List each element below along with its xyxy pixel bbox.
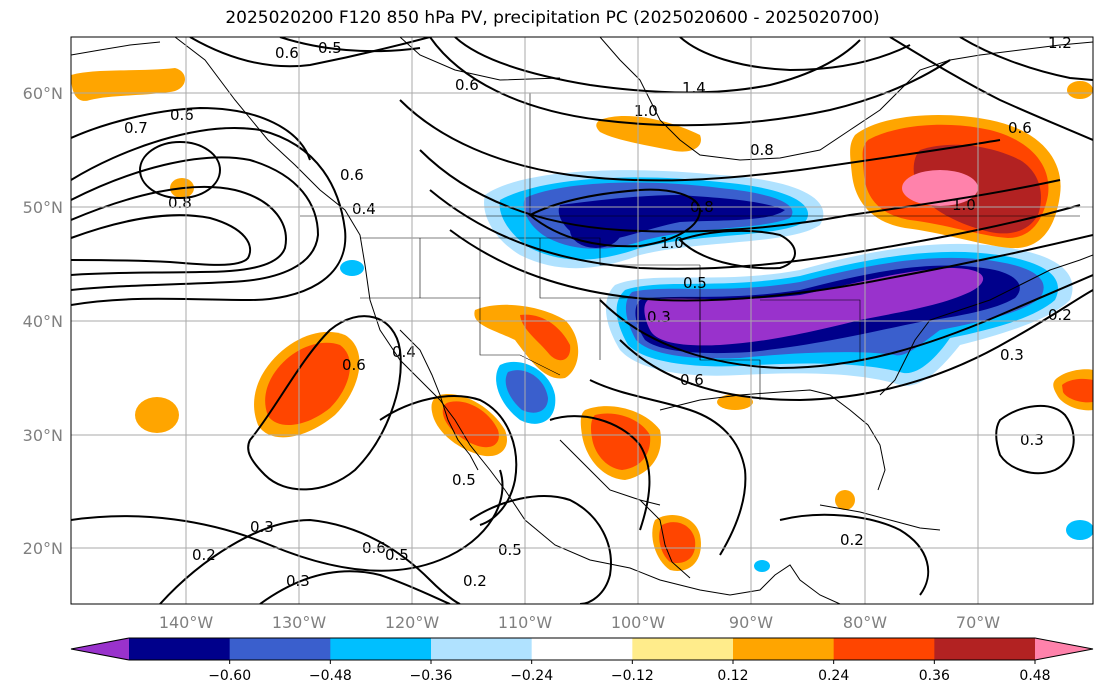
colorbar-swatch [733, 638, 835, 660]
lon-tick-label: 90°W [729, 613, 773, 632]
colorbar-outline [70, 637, 1094, 661]
lat-tick-label: 40°N [23, 312, 63, 331]
lon-tick-label: 110°W [498, 613, 553, 632]
lat-ticks: 60°N 50°N 40°N 30°N 20°N [23, 84, 63, 558]
contour-label: 0.6 [340, 166, 364, 184]
contour-label: 0.8 [168, 194, 192, 212]
contour-label: 1.0 [634, 102, 658, 120]
lon-tick-label: 80°W [843, 613, 887, 632]
colorbar-swatch [531, 638, 633, 660]
contour-label: 0.3 [1000, 346, 1024, 364]
contour-label: 0.4 [352, 200, 376, 218]
colorbar-tick-label: 0.24 [818, 668, 849, 684]
contour-label: 0.3 [250, 518, 274, 536]
contour-label: 0.6 [342, 356, 366, 374]
contour-label: 0.2 [1048, 306, 1072, 324]
colorbar-tick-label: 0.48 [1019, 668, 1050, 684]
contour-label: 0.6 [1008, 119, 1032, 137]
lon-tick-label: 130°W [272, 613, 327, 632]
contour-label: 0.6 [170, 106, 194, 124]
lat-tick-label: 30°N [23, 426, 63, 445]
colorbar-tick-label: 0.12 [717, 668, 748, 684]
colorbar: −0.60 −0.48 −0.36 −0.24 −0.12 0.12 0.24 0.36 0.4… [70, 637, 1094, 684]
lat-tick-label: 60°N [23, 84, 63, 103]
map-title: 2025020200 F120 850 hPa PV, precipitatio… [225, 8, 880, 28]
precip-shading [71, 68, 1093, 572]
colorbar-swatch [431, 638, 533, 660]
contour-label: 0.2 [840, 531, 864, 549]
contour-label: 1.0 [952, 196, 976, 214]
map-panel: 0.6 0.5 0.6 1.4 1.2 0.7 0.6 0.8 0.6 0.4 … [71, 34, 1093, 604]
colorbar-tick-label: 0.36 [919, 668, 950, 684]
colorbar-swatch [833, 638, 935, 660]
contour-label: 0.3 [647, 308, 671, 326]
colorbar-swatch [934, 638, 1036, 660]
contour-label: 0.3 [286, 572, 310, 590]
colorbar-swatch [229, 638, 331, 660]
neg-band-south-peak [644, 268, 984, 346]
colorbar-extend-high [1035, 638, 1093, 660]
contour-label: 0.6 [455, 76, 479, 94]
lon-tick-label: 100°W [611, 613, 666, 632]
lon-tick-label: 70°W [956, 613, 1000, 632]
colorbar-swatch [129, 638, 231, 660]
contour-label: 0.5 [452, 471, 476, 489]
colorbar-swatch [632, 638, 734, 660]
colorbar-swatch [330, 638, 432, 660]
contour-label: 0.8 [750, 141, 774, 159]
contour-label: 0.5 [385, 546, 409, 564]
colorbar-tick-label: −0.12 [611, 668, 654, 684]
colorbar-extend-low [71, 638, 129, 660]
coastlines [71, 37, 1093, 604]
contour-label: 1.2 [1048, 34, 1072, 52]
contour-label: 0.5 [683, 274, 707, 292]
pos-blob-sw-us [474, 304, 579, 379]
contour-label: 0.2 [463, 572, 487, 590]
lon-tick-label: 120°W [385, 613, 440, 632]
lon-tick-label: 140°W [159, 613, 214, 632]
colorbar-tick-label: −0.48 [309, 668, 352, 684]
graticule [71, 37, 1093, 604]
contour-label: 1.0 [660, 234, 684, 252]
colorbar-tick-label: −0.36 [410, 668, 453, 684]
contour-label: 0.5 [318, 39, 342, 57]
contour-label: 0.3 [1020, 431, 1044, 449]
contour-label: 0.6 [680, 371, 704, 389]
contour-label: 0.6 [275, 44, 299, 62]
contour-label: 0.2 [192, 546, 216, 564]
colorbar-tick-label: −0.24 [510, 668, 553, 684]
contour-label: 1.4 [682, 79, 706, 97]
contour-label: 0.5 [498, 541, 522, 559]
map-frame [70, 36, 1094, 605]
lat-tick-label: 50°N [23, 198, 63, 217]
contour-label: 0.4 [392, 343, 416, 361]
contour-label: 0.7 [124, 119, 148, 137]
colorbar-tick-label: −0.60 [208, 668, 251, 684]
lat-tick-label: 20°N [23, 539, 63, 558]
lon-ticks: 140°W 130°W 120°W 110°W 100°W 90°W 80°W … [159, 613, 1000, 632]
